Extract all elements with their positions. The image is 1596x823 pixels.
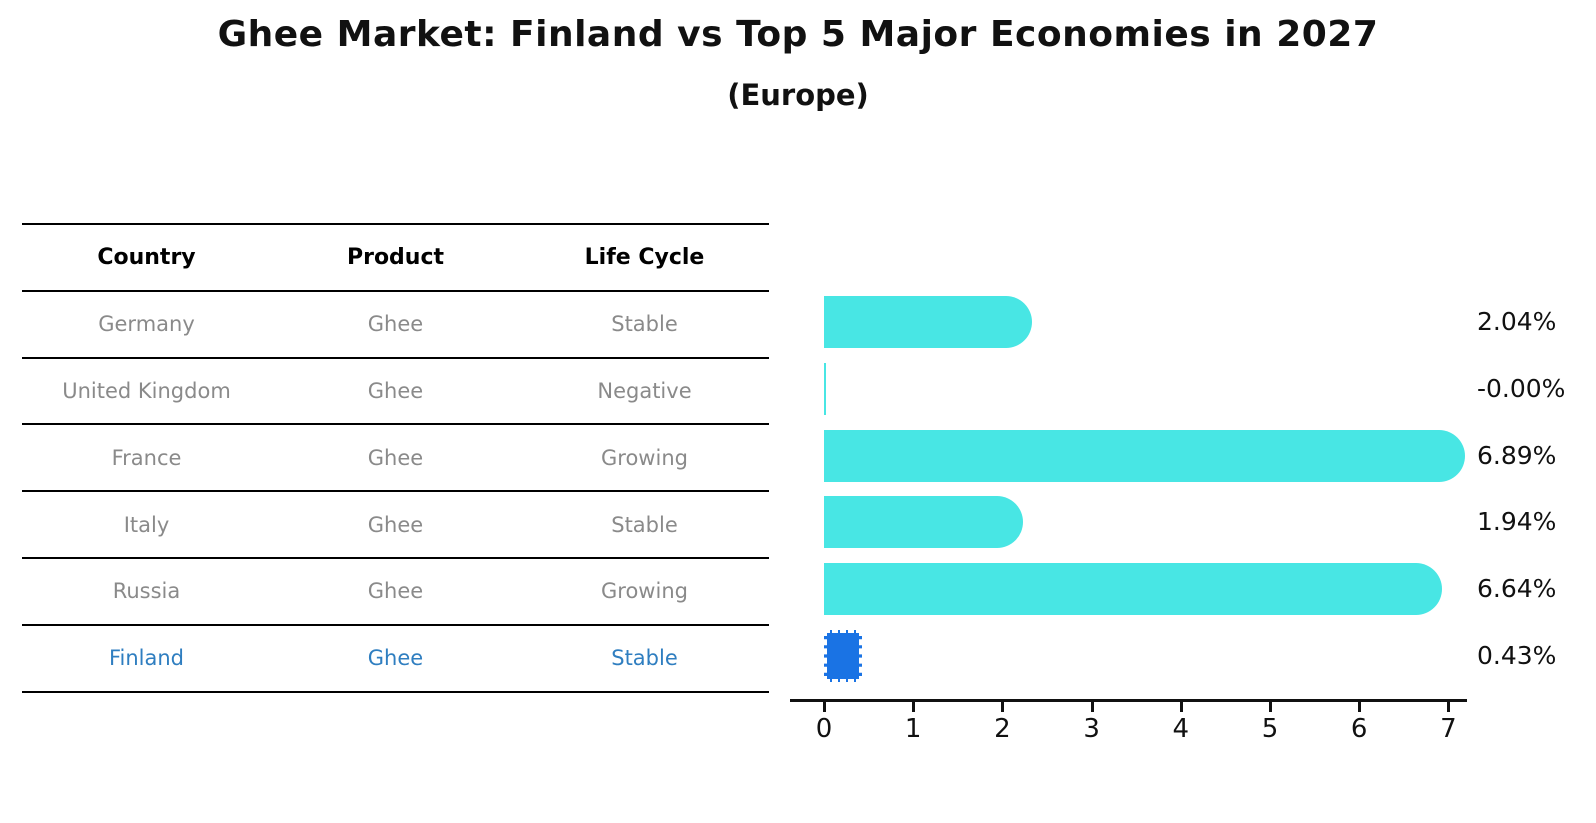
x-tick-mark xyxy=(1447,702,1451,712)
cell-country: Finland xyxy=(108,646,185,671)
cell-life-cycle: Stable xyxy=(611,512,678,537)
bar-value-label: 2.04% xyxy=(1477,307,1557,336)
x-tick-mark xyxy=(1001,702,1005,712)
cell-country: Russia xyxy=(112,579,181,604)
cell-product: Ghee xyxy=(367,512,424,537)
x-tick-label: 2 xyxy=(994,714,1011,744)
table-header-row: Country Product Life Cycle xyxy=(22,225,769,292)
cell-product: Ghee xyxy=(367,378,424,403)
cell-life-cycle: Stable xyxy=(611,312,678,337)
cell-country: Italy xyxy=(123,512,170,537)
table-row-highlight-finland: Finland Ghee Stable xyxy=(22,626,769,693)
cell-product: Ghee xyxy=(367,579,424,604)
cell-country: Germany xyxy=(98,312,195,337)
bar-value-label: 1.94% xyxy=(1477,507,1557,537)
x-tick-label: 1 xyxy=(904,714,922,744)
table-row: Italy Ghee Stable xyxy=(22,492,769,559)
x-tick-mark xyxy=(912,702,916,712)
bar-value-label: -0.00% xyxy=(1477,373,1566,403)
bar-united-kingdom xyxy=(824,362,826,415)
x-tick-mark xyxy=(1179,702,1183,712)
table-row: United Kingdom Ghee Negative xyxy=(22,359,769,426)
x-tick-label: 7 xyxy=(1440,714,1457,744)
header-country: Country xyxy=(97,244,196,270)
cell-life-cycle: Stable xyxy=(611,646,678,671)
x-tick-mark xyxy=(823,702,826,712)
bar-finland-stamp xyxy=(824,630,863,682)
bar-germany xyxy=(824,296,1032,348)
cell-life-cycle: Negative xyxy=(597,378,692,403)
bar-france xyxy=(824,429,1465,482)
table-row: France Ghee Growing xyxy=(22,425,769,493)
chart-subtitle: (Europe) xyxy=(727,78,869,112)
header-life-cycle: Life Cycle xyxy=(584,244,705,270)
bar-value-label: 0.43% xyxy=(1477,641,1557,670)
comparison-table: Country Product Life Cycle Germany Ghee … xyxy=(22,223,769,693)
table-row: Russia Ghee Growing xyxy=(22,559,769,626)
cell-product: Ghee xyxy=(367,646,424,671)
cell-country: United Kingdom xyxy=(62,378,231,403)
bar-italy xyxy=(824,496,1024,549)
x-tick-label: 0 xyxy=(815,714,833,744)
chart-title: Ghee Market: Finland vs Top 5 Major Econ… xyxy=(217,14,1379,55)
x-tick-label: 6 xyxy=(1350,714,1368,744)
x-tick-label: 4 xyxy=(1172,714,1190,744)
x-axis-line xyxy=(790,699,1467,702)
x-tick-mark xyxy=(1269,702,1272,712)
table-row: Germany Ghee Stable xyxy=(22,292,769,359)
x-tick-label: 5 xyxy=(1261,714,1279,744)
bar-russia xyxy=(824,563,1443,616)
x-tick-label: 3 xyxy=(1083,714,1100,744)
cell-life-cycle: Growing xyxy=(601,445,688,470)
cell-life-cycle: Growing xyxy=(601,579,688,604)
x-tick-mark xyxy=(1358,702,1362,712)
cell-product: Ghee xyxy=(367,445,424,470)
header-product: Product xyxy=(346,244,445,270)
bar-value-label: 6.64% xyxy=(1477,574,1557,604)
cell-country: France xyxy=(111,445,182,470)
bar-value-label: 6.89% xyxy=(1477,440,1557,470)
x-tick-mark xyxy=(1090,702,1094,712)
cell-product: Ghee xyxy=(367,312,424,337)
